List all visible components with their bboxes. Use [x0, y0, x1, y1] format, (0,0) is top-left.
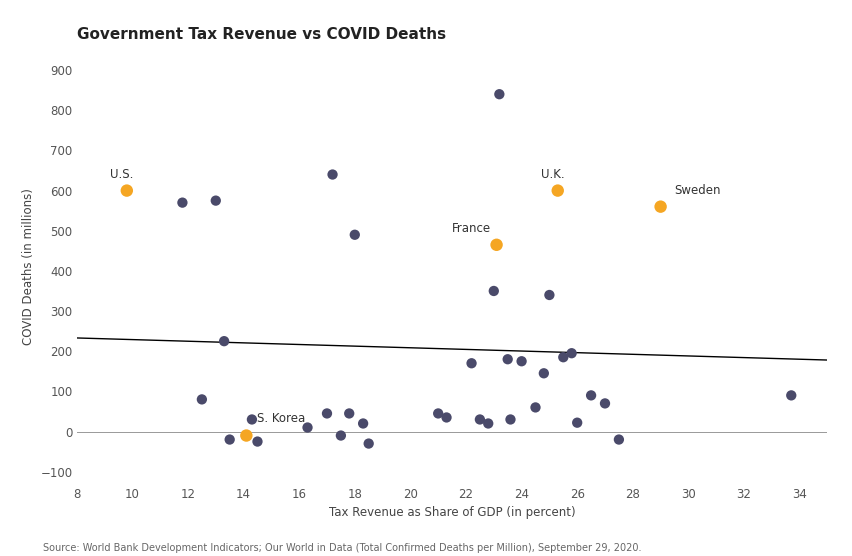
Point	[239, 431, 253, 440]
Text: U.K.: U.K.	[540, 168, 564, 181]
Point	[492, 90, 505, 98]
Point	[217, 337, 231, 346]
Point	[481, 419, 494, 428]
Point	[195, 395, 209, 404]
Point	[570, 418, 584, 427]
Text: Source: World Bank Development Indicators; Our World in Data (Total Confirmed De: Source: World Bank Development Indicator…	[43, 543, 641, 553]
Text: U.S.: U.S.	[110, 167, 134, 181]
Point	[473, 415, 486, 424]
Point	[489, 240, 503, 249]
Point	[325, 170, 339, 179]
Point	[222, 435, 236, 444]
Point	[528, 403, 542, 412]
Point	[334, 431, 348, 440]
Point	[439, 413, 452, 422]
X-axis label: Tax Revenue as Share of GDP (in percent): Tax Revenue as Share of GDP (in percent)	[328, 507, 575, 519]
Point	[784, 391, 797, 400]
Point	[503, 415, 516, 424]
Point	[537, 369, 550, 378]
Point	[486, 286, 500, 295]
Point	[320, 409, 333, 418]
Point	[356, 419, 370, 428]
Text: France: France	[452, 222, 491, 235]
Point	[209, 196, 222, 205]
Text: Sweden: Sweden	[674, 185, 720, 197]
Point	[653, 202, 666, 211]
Point	[431, 409, 445, 418]
Point	[500, 355, 514, 364]
Point	[556, 353, 569, 361]
Text: Government Tax Revenue vs COVID Deaths: Government Tax Revenue vs COVID Deaths	[77, 27, 446, 42]
Point	[597, 399, 611, 408]
Point	[176, 198, 189, 207]
Point	[361, 439, 375, 448]
Point	[464, 359, 478, 368]
Point	[348, 230, 361, 239]
Point	[514, 357, 527, 366]
Point	[584, 391, 597, 400]
Text: S. Korea: S. Korea	[257, 413, 305, 425]
Point	[120, 186, 134, 195]
Point	[245, 415, 258, 424]
Point	[342, 409, 355, 418]
Point	[550, 186, 564, 195]
Point	[612, 435, 625, 444]
Point	[301, 423, 314, 432]
Point	[250, 437, 264, 446]
Y-axis label: COVID Deaths (in millions): COVID Deaths (in millions)	[22, 188, 35, 345]
Point	[542, 291, 556, 300]
Point	[564, 349, 578, 358]
